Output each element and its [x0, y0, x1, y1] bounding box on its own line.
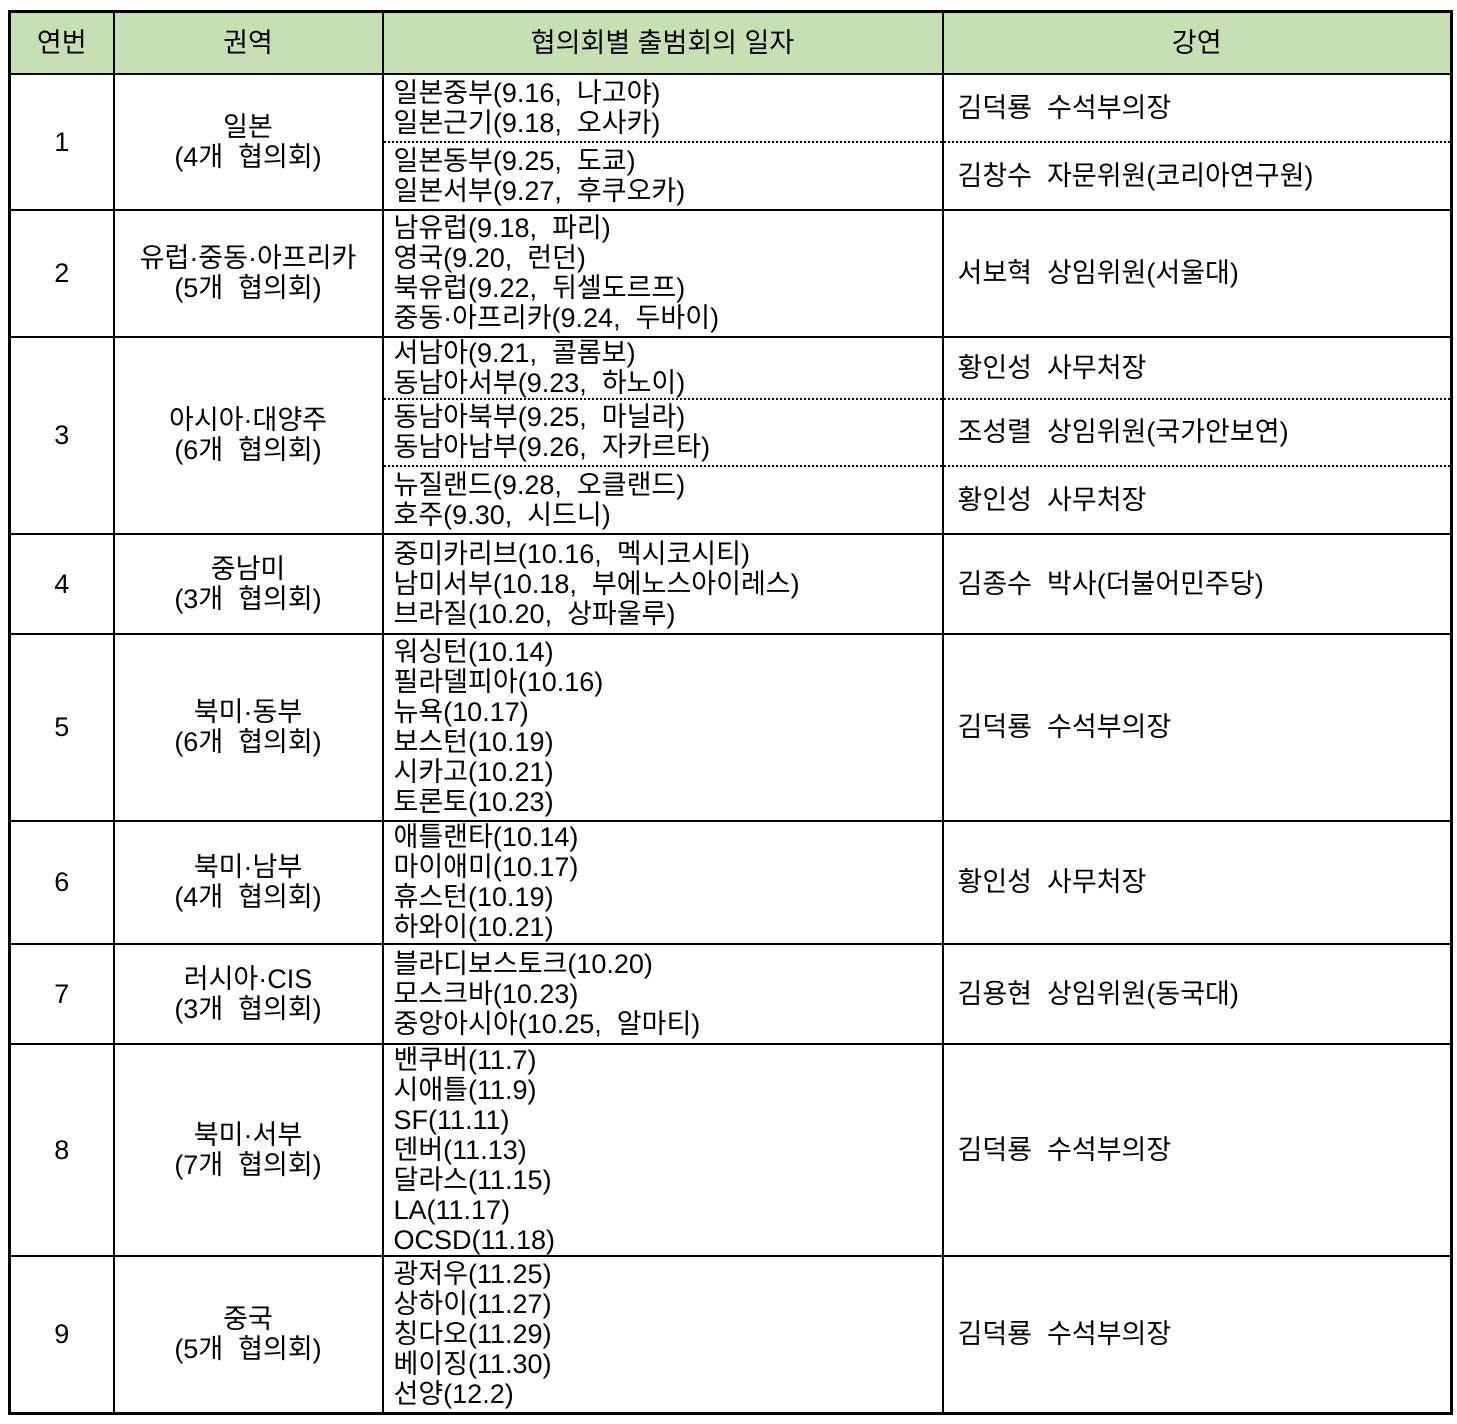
- dates-cell: 남유럽(9.18, 파리) 영국(9.20, 런던) 북유럽(9.22, 뒤셀도…: [381, 208, 944, 338]
- table-row: 일본동부(9.25, 도쿄) 일본서부(9.27, 후쿠오카) 김창수 자문위원(…: [10, 140, 1453, 211]
- table-row: 1 일본 (4개 협의회) 일본중부(9.16, 나고야) 일본근기(9.18, 오…: [8, 72, 1453, 211]
- speaker-cell: 김덕룡 수석부의장: [941, 72, 1453, 142]
- schedule-table: 연번 권역 협의회별 출범회의 일자 강연 1 일본 (4개 협의회) 일본중부(9…: [8, 10, 1453, 1415]
- region-cell: 북미·남부 (4개 협의회): [112, 819, 384, 945]
- row-number-cell: 9: [8, 1254, 115, 1415]
- speaker-cell: 서보혁 상임위원(서울대): [941, 208, 1453, 338]
- speaker-cell: 황인성 사무처장: [941, 464, 1453, 535]
- table-row: 동남아북부(9.25, 마닐라) 동남아남부(9.26, 자카르타) 조성렬 상임…: [10, 397, 1453, 466]
- region-cell: 유럽·중동·아프리카 (5개 협의회): [112, 208, 384, 338]
- table-row: 2 유럽·중동·아프리카 (5개 협의회) 남유럽(9.18, 파리) 영국(9.2…: [8, 208, 1453, 338]
- dates-cell: 애틀랜타(10.14) 마이애미(10.17) 휴스턴(10.19) 하와이(1…: [381, 819, 944, 945]
- row-number-cell: 3: [8, 335, 115, 535]
- dates-cell: 광저우(11.25) 상하이(11.27) 칭다오(11.29) 베이징(11.…: [381, 1254, 944, 1415]
- row-number-cell: 5: [8, 632, 115, 822]
- dates-cell: 뉴질랜드(9.28, 오클랜드) 호주(9.30, 시드니): [381, 464, 944, 535]
- speaker-cell: 김종수 박사(더불어민주당): [941, 532, 1453, 635]
- table-row: 5 북미·동부 (6개 협의회) 워싱턴(10.14) 필라델피아(10.16) 뉴…: [8, 632, 1453, 822]
- table-row: 8 북미·서부 (7개 협의회) 밴쿠버(11.7) 시애틀(11.9) SF(11…: [8, 1042, 1453, 1257]
- table-row: 9 중국 (5개 협의회) 광저우(11.25) 상하이(11.27) 칭다오(11…: [8, 1254, 1453, 1415]
- column-header-speaker: 강연: [941, 10, 1453, 75]
- row-number-cell: 4: [8, 532, 115, 635]
- region-cell: 중남미 (3개 협의회): [112, 532, 384, 635]
- row-number-cell: 1: [8, 72, 115, 211]
- region-cell: 러시아·CIS (3개 협의회): [112, 942, 384, 1045]
- speaker-cell: 김덕룡 수석부의장: [941, 1254, 1453, 1415]
- region-cell: 중국 (5개 협의회): [112, 1254, 384, 1415]
- dates-cell: 블라디보스토크(10.20) 모스크바(10.23) 중앙아시아(10.25, …: [381, 942, 944, 1045]
- table-row: 6 북미·남부 (4개 협의회) 애틀랜타(10.14) 마이애미(10.17) 휴…: [8, 819, 1453, 945]
- column-header-no: 연번: [8, 10, 115, 75]
- speaker-cell: 김덕룡 수석부의장: [941, 632, 1453, 822]
- row-number-cell: 2: [8, 208, 115, 338]
- column-header-dates: 협의회별 출범회의 일자: [381, 10, 944, 75]
- dates-cell: 워싱턴(10.14) 필라델피아(10.16) 뉴욕(10.17) 보스턴(10…: [381, 632, 944, 822]
- table-row: 뉴질랜드(9.28, 오클랜드) 호주(9.30, 시드니) 황인성 사무처장: [10, 464, 1453, 535]
- region-cell: 북미·서부 (7개 협의회): [112, 1042, 384, 1257]
- speaker-cell: 조성렬 상임위원(국가안보연): [941, 397, 1453, 466]
- document-page: 연번 권역 협의회별 출범회의 일자 강연 1 일본 (4개 협의회) 일본중부(9…: [0, 10, 1457, 1424]
- region-cell: 북미·동부 (6개 협의회): [112, 632, 384, 822]
- header-row: 연번 권역 협의회별 출범회의 일자 강연: [8, 10, 1453, 75]
- speaker-cell: 김창수 자문위원(코리아연구원): [941, 140, 1453, 211]
- speaker-cell: 김용현 상임위원(동국대): [941, 942, 1453, 1045]
- column-header-region: 권역: [112, 10, 384, 75]
- speaker-cell: 황인성 사무처장: [941, 819, 1453, 945]
- speaker-cell: 김덕룡 수석부의장: [941, 1042, 1453, 1257]
- speaker-cell: 황인성 사무처장: [941, 335, 1453, 399]
- dates-cell: 동남아북부(9.25, 마닐라) 동남아남부(9.26, 자카르타): [381, 397, 944, 466]
- row-number-cell: 6: [8, 819, 115, 945]
- table-row: 4 중남미 (3개 협의회) 중미카리브(10.16, 멕시코시티) 남미서부(10…: [8, 532, 1453, 635]
- dates-cell: 일본중부(9.16, 나고야) 일본근기(9.18, 오사카): [381, 72, 944, 142]
- table-body: 1 일본 (4개 협의회) 일본중부(9.16, 나고야) 일본근기(9.18, 오…: [8, 72, 1453, 1415]
- table-row: 7 러시아·CIS (3개 협의회) 블라디보스토크(10.20) 모스크바(10.…: [8, 942, 1453, 1045]
- table-row: 3 아시아·대양주 (6개 협의회) 서남아(9.21, 콜롬보) 동남아서부(9.…: [8, 335, 1453, 535]
- dates-cell: 서남아(9.21, 콜롬보) 동남아서부(9.23, 하노이): [381, 335, 944, 399]
- dates-cell: 일본동부(9.25, 도쿄) 일본서부(9.27, 후쿠오카): [381, 140, 944, 211]
- region-cell: 일본 (4개 협의회): [112, 72, 384, 211]
- dates-cell: 밴쿠버(11.7) 시애틀(11.9) SF(11.11) 덴버(11.13) …: [381, 1042, 944, 1257]
- row-number-cell: 7: [8, 942, 115, 1045]
- row-number-cell: 8: [8, 1042, 115, 1257]
- dates-cell: 중미카리브(10.16, 멕시코시티) 남미서부(10.18, 부에노스아이레스…: [381, 532, 944, 635]
- region-cell: 아시아·대양주 (6개 협의회): [112, 335, 384, 535]
